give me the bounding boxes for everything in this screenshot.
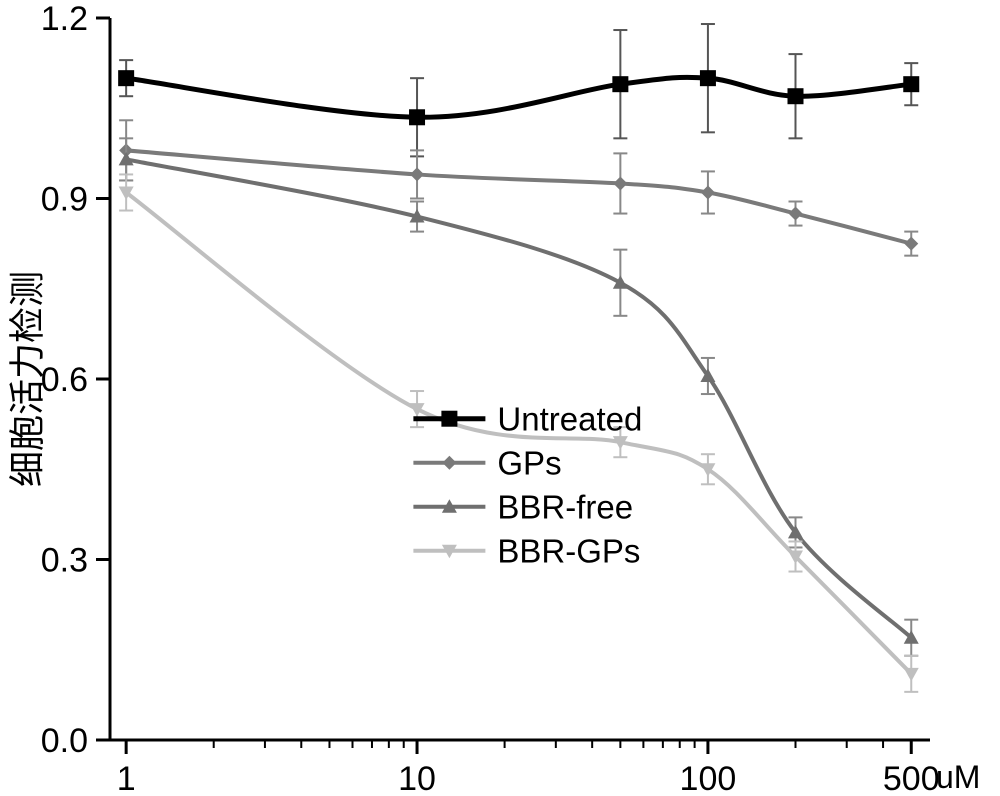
svg-text:0.0: 0.0 xyxy=(41,722,88,760)
svg-text:BBR-GPs: BBR-GPs xyxy=(497,532,640,569)
svg-text:BBR-free: BBR-free xyxy=(497,488,633,525)
svg-text:0.9: 0.9 xyxy=(41,181,88,219)
svg-text:1: 1 xyxy=(117,760,136,796)
svg-text:500: 500 xyxy=(883,760,940,796)
svg-text:uM: uM xyxy=(936,759,980,795)
svg-text:0.6: 0.6 xyxy=(41,361,88,399)
svg-text:0.3: 0.3 xyxy=(41,542,88,580)
svg-text:细胞活力检测: 细胞活力检测 xyxy=(7,271,48,487)
svg-text:1.2: 1.2 xyxy=(41,0,88,38)
svg-text:100: 100 xyxy=(680,760,737,796)
svg-text:10: 10 xyxy=(398,760,436,796)
svg-text:Untreated: Untreated xyxy=(497,400,642,437)
cell-viability-chart: 0.0 0.3 0.6 0.9 1.2 细胞活力检测 1 10 100 500uM Untreate… xyxy=(0,0,1000,796)
svg-text:GPs: GPs xyxy=(497,444,561,481)
